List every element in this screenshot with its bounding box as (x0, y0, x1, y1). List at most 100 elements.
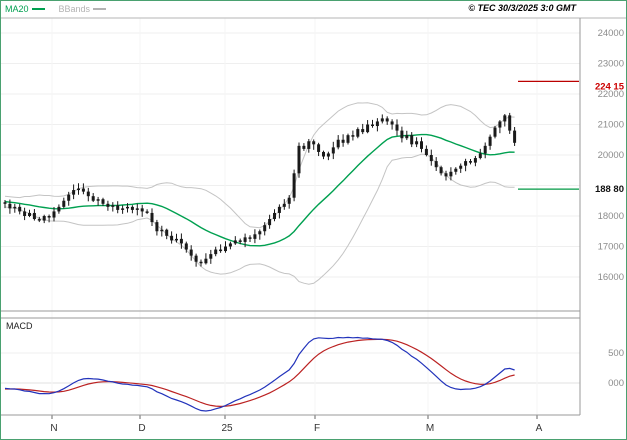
month-label: N (50, 423, 57, 434)
copyright-text: © TEC 30/3/2025 3:0 GMT (468, 3, 576, 13)
candle-body (287, 197, 291, 204)
month-label: M (426, 423, 434, 434)
candle-body (86, 191, 90, 197)
macd-line (4, 336, 515, 412)
candle-body (52, 211, 56, 218)
candle-body (395, 124, 399, 131)
chart-header: MA20 BBands © TEC 30/3/2025 3:0 GMT (0, 0, 627, 18)
price-axis-label: 17000 (598, 242, 624, 253)
candle-body (277, 206, 281, 213)
candle-body (341, 139, 345, 143)
legend-item-ma20: MA20 (5, 4, 45, 14)
candle-body (292, 173, 296, 198)
candle-body (366, 124, 370, 133)
candle-body (42, 216, 46, 221)
candle-body (37, 219, 41, 221)
candle-body (375, 121, 379, 127)
price-axis-label: 23000 (598, 59, 624, 70)
candle-body (297, 145, 301, 174)
candle-body (214, 249, 218, 255)
candle-body (165, 229, 169, 236)
candle-body (478, 153, 482, 159)
candle-body (135, 208, 139, 210)
candle-body (420, 141, 423, 149)
candle-body (47, 216, 51, 218)
candle-body (106, 203, 110, 207)
candle-body (513, 130, 517, 143)
candle-body (96, 199, 100, 201)
candle-body (282, 203, 286, 207)
candle-body (336, 139, 340, 148)
candle-body (18, 206, 22, 212)
candle-body (312, 141, 316, 145)
candle-body (302, 145, 306, 149)
candle-body (508, 115, 512, 131)
candle-body (493, 127, 497, 137)
price-axis-label: 24000 (598, 28, 624, 39)
candle-body (469, 161, 472, 163)
candle-body (233, 240, 237, 244)
candle-body (326, 153, 330, 157)
candle-body (81, 188, 85, 192)
candle-body (77, 188, 80, 191)
candle-body (72, 190, 76, 195)
candle-body (473, 158, 477, 163)
level-label: 188 80 (595, 184, 624, 195)
candle-body (160, 229, 164, 232)
candle-body (111, 205, 115, 207)
candle-body (424, 148, 428, 155)
macd-axis-label: 000 (608, 378, 624, 389)
level-label: 224 15 (595, 81, 625, 92)
candle-body (444, 173, 448, 177)
candle-body (116, 205, 120, 210)
candle-body (121, 208, 125, 210)
candle-body (175, 238, 178, 241)
candle-body (243, 237, 247, 242)
candle-body (209, 254, 213, 259)
candle-body (224, 246, 227, 252)
candle-body (415, 141, 419, 145)
month-label: F (314, 423, 320, 434)
candle-body (331, 147, 335, 154)
candle-body (405, 135, 409, 139)
candle-body (454, 168, 458, 172)
candle-body (449, 171, 453, 177)
candle-body (248, 237, 252, 239)
candle-body (371, 124, 374, 127)
ma20-line (4, 133, 515, 247)
candle-body (140, 208, 144, 212)
candle-body (179, 238, 183, 244)
candle-body (459, 165, 463, 169)
price-axis-label: 21000 (598, 120, 624, 131)
candle-body (228, 243, 232, 247)
candle-body (498, 121, 502, 128)
candle-body (13, 206, 17, 209)
candle-body (150, 212, 154, 223)
candle-body (194, 255, 198, 262)
candle-body (464, 161, 468, 166)
month-label: D (138, 423, 145, 434)
candle-body (199, 261, 203, 264)
price-axis-label: 22000 (598, 89, 624, 100)
candle-body (429, 155, 433, 162)
month-label: 25 (221, 423, 233, 434)
macd-signal-line (5, 338, 515, 408)
candle-body (322, 151, 325, 157)
candle-body (28, 212, 31, 216)
price-axis-label: 20000 (598, 150, 624, 161)
candle-body (400, 130, 404, 139)
legend-ma20-label: MA20 (5, 4, 29, 14)
candle-body (351, 135, 355, 137)
candle-body (346, 135, 350, 143)
macd-panel-label: MACD (6, 321, 33, 331)
price-axis-label: 18000 (598, 211, 624, 222)
candle-body (155, 222, 159, 232)
candle-body (483, 145, 487, 154)
candle-body (390, 121, 394, 125)
legend-item-bbands: BBands (59, 4, 107, 14)
candle-body (170, 235, 174, 241)
candle-body (189, 249, 193, 256)
